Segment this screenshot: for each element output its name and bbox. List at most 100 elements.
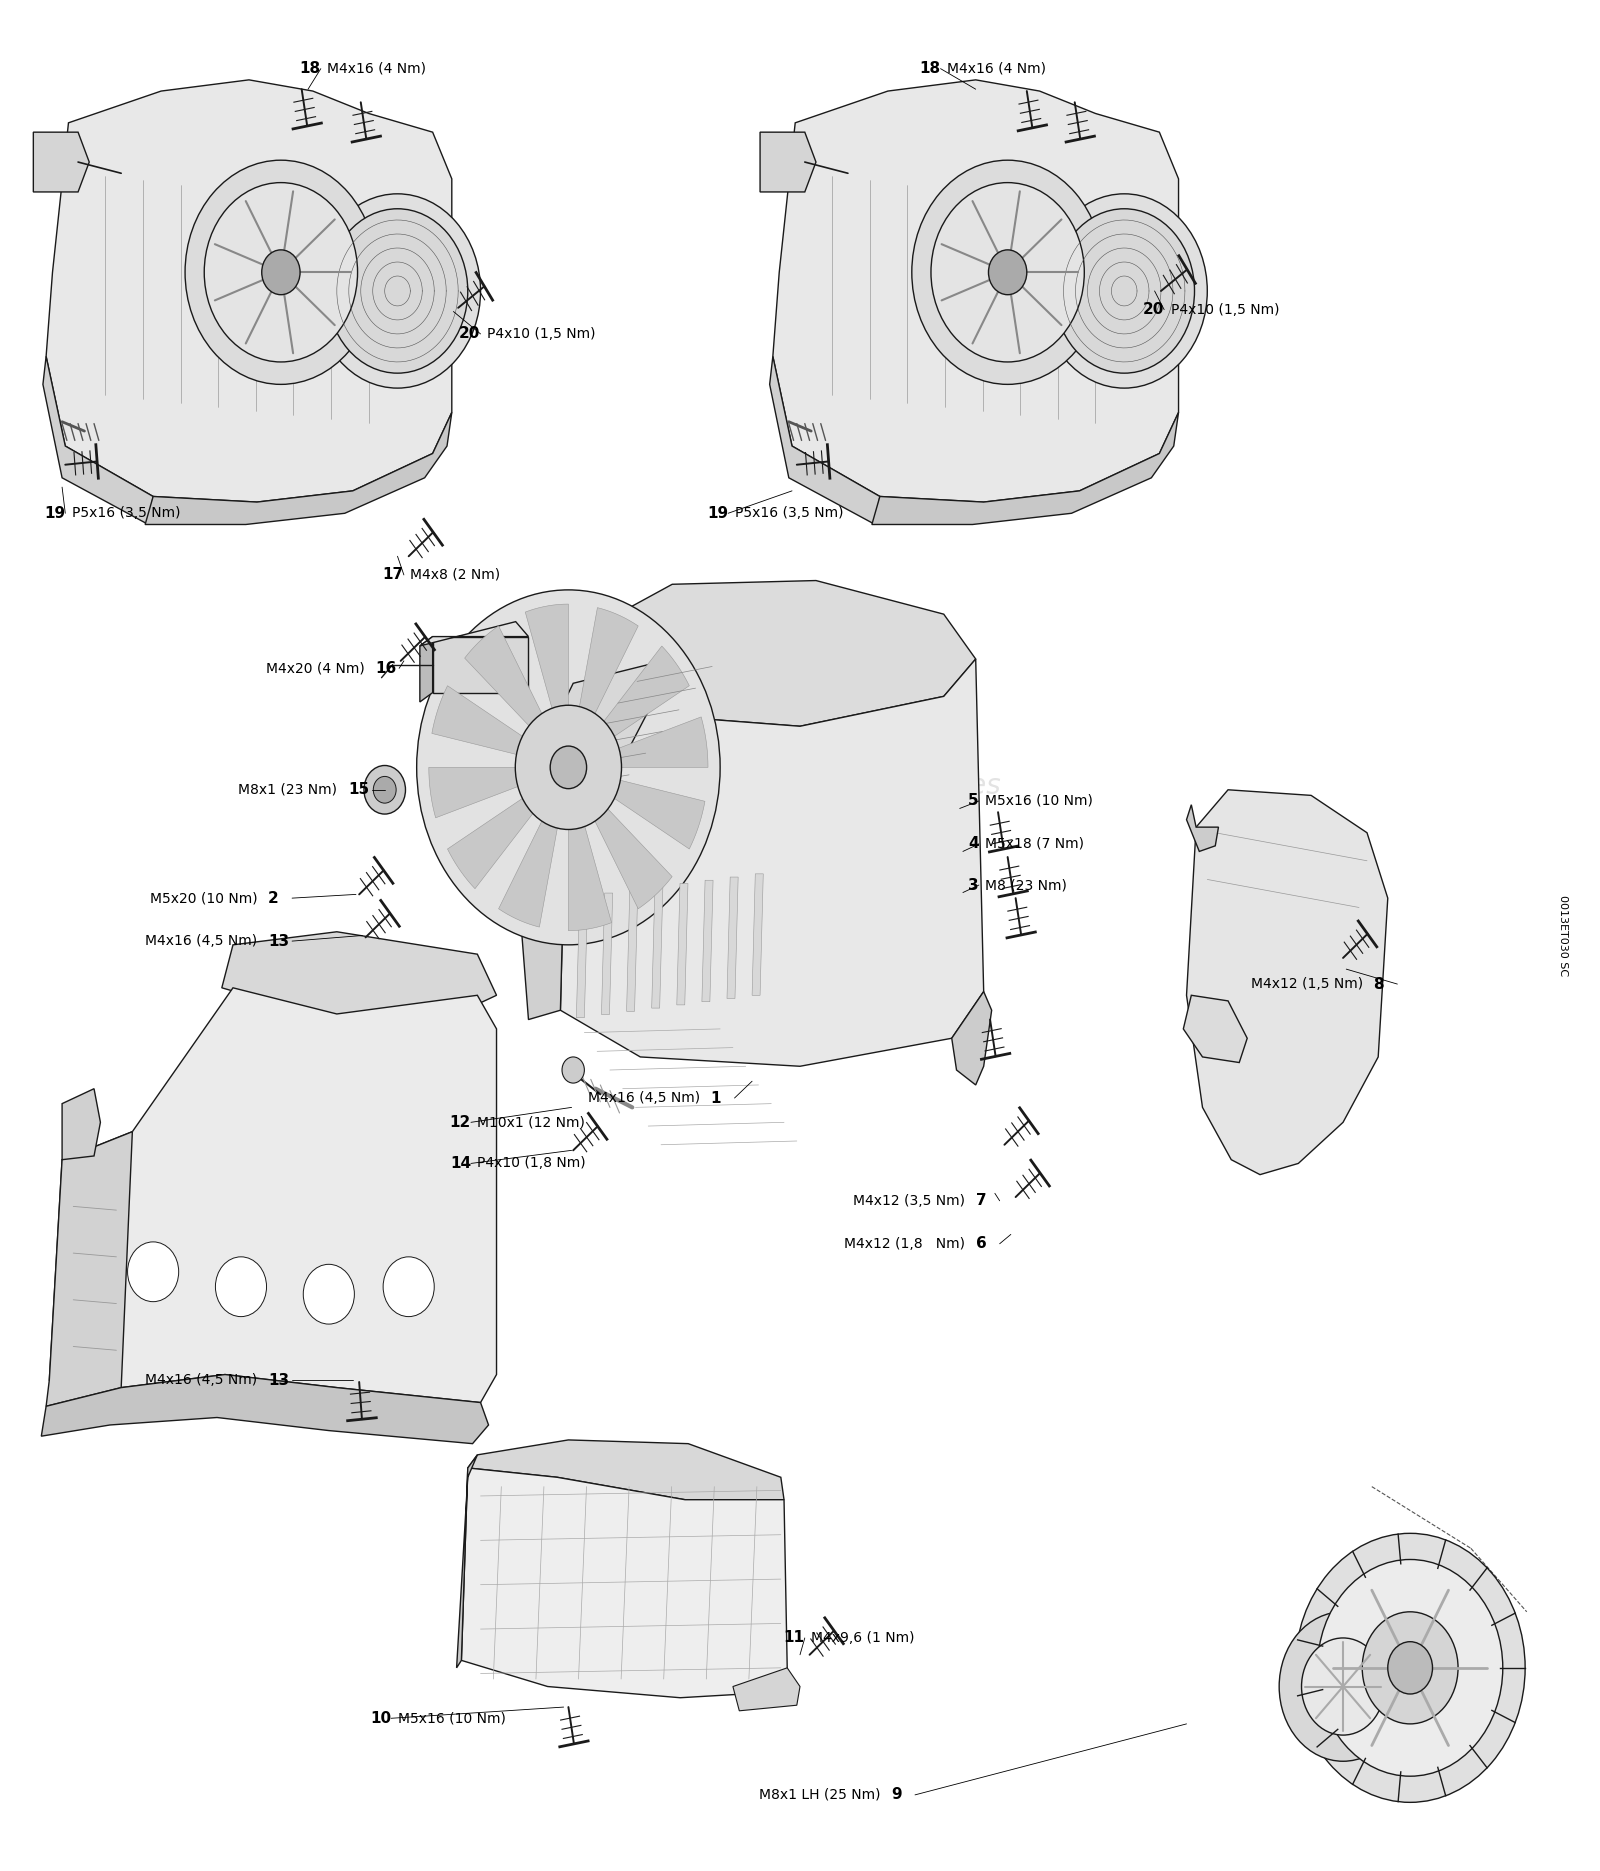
Text: 13: 13 [269,1373,290,1388]
Polygon shape [432,636,528,692]
Polygon shape [702,879,714,1001]
Text: 4: 4 [968,836,979,851]
Text: M8x1 (23 Nm): M8x1 (23 Nm) [238,782,341,797]
Text: 14: 14 [450,1156,470,1171]
Circle shape [328,210,467,372]
Text: 6: 6 [976,1237,987,1252]
Circle shape [515,705,621,829]
Text: 11: 11 [784,1630,805,1645]
Text: M5x16 (10 Nm): M5x16 (10 Nm) [986,793,1093,808]
Polygon shape [627,891,638,1012]
Circle shape [304,1265,354,1325]
Circle shape [1042,195,1208,387]
Polygon shape [464,627,568,767]
Circle shape [416,589,720,945]
Text: M4x12 (1,5 Nm): M4x12 (1,5 Nm) [1251,977,1366,992]
Circle shape [1294,1534,1525,1802]
Polygon shape [43,355,154,524]
Text: 19: 19 [707,505,728,520]
Text: 19: 19 [45,505,66,520]
Polygon shape [568,645,690,767]
Text: 20: 20 [459,326,480,341]
Polygon shape [726,877,738,999]
Polygon shape [952,992,992,1085]
Text: 1: 1 [710,1091,722,1106]
Text: 13: 13 [269,934,290,949]
Polygon shape [432,685,568,767]
Circle shape [363,765,405,814]
Polygon shape [222,932,496,1029]
Polygon shape [1187,790,1387,1175]
Text: 12: 12 [450,1115,470,1130]
Polygon shape [525,604,568,767]
Polygon shape [467,1441,784,1501]
Text: M4x8 (2 Nm): M4x8 (2 Nm) [410,569,501,582]
Text: M4x16 (4 Nm): M4x16 (4 Nm) [947,62,1046,75]
Text: M4x16 (4,5 Nm): M4x16 (4,5 Nm) [587,1091,704,1106]
Polygon shape [568,580,976,726]
Circle shape [550,747,587,790]
Text: M4x12 (3,5 Nm): M4x12 (3,5 Nm) [853,1194,970,1209]
Text: 2: 2 [269,891,278,906]
Polygon shape [760,133,816,193]
Polygon shape [576,896,587,1018]
Text: P5x16 (3,5 Nm): P5x16 (3,5 Nm) [72,507,181,520]
Circle shape [315,195,480,387]
Circle shape [1362,1611,1458,1723]
Circle shape [912,161,1104,384]
Text: P4x10 (1,5 Nm): P4x10 (1,5 Nm) [1171,303,1278,316]
Text: 16: 16 [374,660,397,675]
Polygon shape [752,874,763,995]
Polygon shape [568,608,638,767]
Text: 0013ET030 SC: 0013ET030 SC [1558,894,1568,977]
Text: P4x10 (1,8 Nm): P4x10 (1,8 Nm) [477,1156,586,1171]
Text: 8: 8 [1373,977,1384,992]
Text: 10: 10 [370,1710,390,1725]
Text: M4x16 (4,5 Nm): M4x16 (4,5 Nm) [146,1373,262,1386]
Polygon shape [773,80,1179,501]
Circle shape [373,776,397,803]
Polygon shape [62,1089,101,1160]
Text: 17: 17 [382,567,403,582]
Text: Powered by Precision Spares: Powered by Precision Spares [600,773,1000,801]
Polygon shape [651,887,662,1008]
Text: M8 (23 Nm): M8 (23 Nm) [986,877,1067,892]
Text: M4x9,6 (1 Nm): M4x9,6 (1 Nm) [811,1632,915,1645]
Circle shape [262,251,301,296]
Polygon shape [46,1132,133,1407]
Polygon shape [34,133,90,193]
Text: M4x20 (4 Nm): M4x20 (4 Nm) [266,660,368,675]
Polygon shape [568,717,707,767]
Polygon shape [602,892,613,1014]
Text: M10x1 (12 Nm): M10x1 (12 Nm) [477,1115,586,1130]
Text: 9: 9 [891,1787,902,1802]
Polygon shape [520,636,576,1020]
Text: 3: 3 [968,877,979,892]
Circle shape [1278,1611,1406,1761]
Polygon shape [1187,805,1219,851]
Polygon shape [560,659,984,1066]
Polygon shape [46,80,451,501]
Text: M4x12 (1,8   Nm): M4x12 (1,8 Nm) [843,1237,970,1250]
Circle shape [186,161,376,384]
Polygon shape [541,664,653,790]
Text: 15: 15 [347,782,370,797]
Text: M5x18 (7 Nm): M5x18 (7 Nm) [986,836,1085,851]
Circle shape [1317,1560,1502,1776]
Text: M4x16 (4 Nm): M4x16 (4 Nm) [328,62,426,75]
Polygon shape [42,1375,488,1444]
Polygon shape [456,1456,477,1667]
Circle shape [931,183,1085,361]
Text: 7: 7 [976,1194,986,1209]
Polygon shape [568,767,611,930]
Circle shape [205,183,357,361]
Circle shape [1054,210,1195,372]
Text: 18: 18 [299,62,322,77]
Text: M8x1 LH (25 Nm): M8x1 LH (25 Nm) [758,1789,885,1802]
Polygon shape [499,767,568,926]
Circle shape [128,1242,179,1302]
Text: P4x10 (1,5 Nm): P4x10 (1,5 Nm) [486,327,595,341]
Text: 5: 5 [968,793,979,808]
Polygon shape [677,883,688,1005]
Polygon shape [770,355,880,524]
